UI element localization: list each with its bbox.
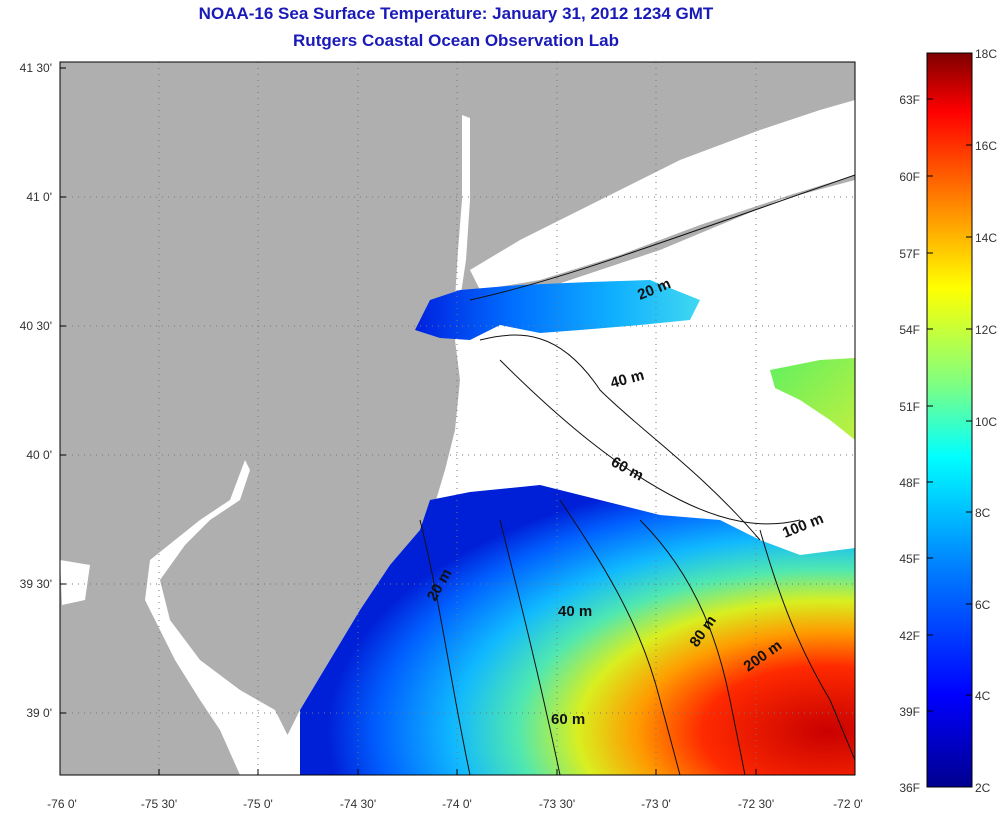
sst-east-patch (770, 358, 855, 440)
lat-tick-label: 40 30' (20, 319, 52, 333)
colorbar-celsius-label: 10C (975, 415, 997, 429)
colorbar-fahrenheit-label: 51F (899, 400, 920, 414)
colorbar-fahrenheit-label: 42F (899, 629, 920, 643)
colorbar-celsius-label: 16C (975, 139, 997, 153)
lon-tick-label: -76 0' (47, 797, 77, 811)
lat-tick-label: 39 30' (20, 577, 52, 591)
lon-tick-label: -75 30' (141, 797, 177, 811)
colorbar-fahrenheit-label: 39F (899, 705, 920, 719)
axis-ticks (60, 67, 757, 775)
map-subtitle: Rutgers Coastal Ocean Observation Lab (293, 31, 619, 50)
lon-tick-label: -72 30' (738, 797, 774, 811)
colorbar-celsius-label: 18C (975, 47, 997, 61)
long-island-sound (470, 100, 855, 290)
colorbar-fahrenheit-label: 63F (899, 93, 920, 107)
colorbar-fahrenheit-label: 60F (899, 170, 920, 184)
lat-tick-label: 41 0' (26, 190, 52, 204)
colorbar-fahrenheit-label: 57F (899, 247, 920, 261)
lon-tick-label: -74 30' (340, 797, 376, 811)
lon-tick-label: -72 0' (833, 797, 863, 811)
delaware-bay (145, 460, 290, 775)
colorbar: 18C 16C 14C 12C 10C 8C 6C 4C 2C 63F 60F … (899, 47, 997, 795)
hudson-river (455, 115, 470, 300)
lon-tick-label: -74 0' (442, 797, 472, 811)
contour-label: 60 m (551, 711, 585, 728)
sst-south-field (300, 485, 855, 775)
colorbar-celsius-label: 4C (975, 689, 991, 703)
colorbar-gradient (926, 52, 973, 788)
colorbar-celsius-label: 12C (975, 323, 997, 337)
longitude-labels: -76 0' -75 30' -75 0' -74 30' -74 0' -73… (47, 797, 863, 811)
west-inlet (60, 560, 90, 605)
map-gridlines (60, 62, 855, 775)
lon-tick-label: -73 30' (539, 797, 575, 811)
sst-north-patch (415, 280, 700, 340)
colorbar-celsius-label: 8C (975, 506, 991, 520)
colorbar-celsius-label: 6C (975, 598, 991, 612)
lat-tick-label: 40 0' (26, 448, 52, 462)
colorbar-celsius-label: 2C (975, 781, 991, 795)
lat-tick-label: 41 30' (20, 61, 52, 75)
colorbar-fahrenheit-label: 36F (899, 781, 920, 795)
colorbar-celsius-label: 14C (975, 231, 997, 245)
lon-tick-label: -73 0' (641, 797, 671, 811)
latitude-labels: 41 30' 41 0' 40 30' 40 0' 39 30' 39 0' (20, 61, 52, 720)
bathymetry-contours (419, 174, 855, 775)
colorbar-fahrenheit-label: 48F (899, 476, 920, 490)
lon-tick-label: -75 0' (243, 797, 273, 811)
colorbar-ticks (927, 98, 972, 712)
colorbar-fahrenheit-label: 54F (899, 323, 920, 337)
lat-tick-label: 39 0' (26, 706, 52, 720)
contour-label: 40 m (558, 603, 592, 620)
colorbar-fahrenheit-label: 45F (899, 552, 920, 566)
map-title: NOAA-16 Sea Surface Temperature: January… (198, 4, 714, 23)
